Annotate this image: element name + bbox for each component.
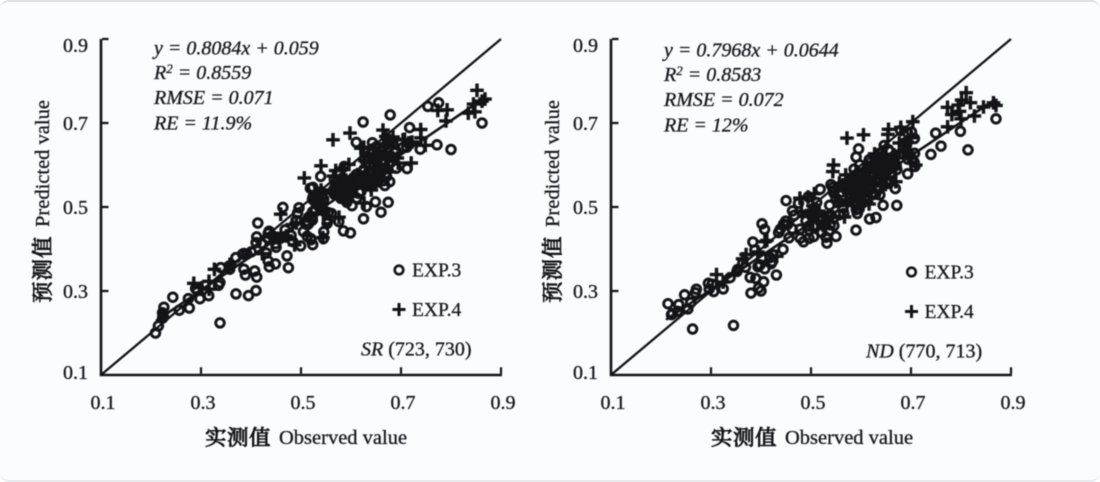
svg-text:0.7: 0.7 bbox=[901, 392, 926, 414]
svg-text:ND (770, 713): ND (770, 713) bbox=[865, 341, 982, 363]
svg-text:0.1: 0.1 bbox=[601, 392, 626, 414]
svg-text:0.7: 0.7 bbox=[63, 113, 88, 135]
svg-text:0.3: 0.3 bbox=[191, 392, 216, 414]
svg-text:0.9: 0.9 bbox=[63, 35, 88, 57]
svg-text:RE = 11.9%: RE = 11.9% bbox=[153, 113, 252, 135]
svg-text:EXP.3: EXP.3 bbox=[412, 261, 461, 282]
svg-text:RMSE = 0.071: RMSE = 0.071 bbox=[153, 87, 274, 109]
svg-text:y = 0.7968x + 0.0644: y = 0.7968x + 0.0644 bbox=[662, 40, 839, 62]
svg-text:R2 = 0.8559: R2 = 0.8559 bbox=[153, 61, 251, 84]
svg-text:0.9: 0.9 bbox=[491, 392, 516, 414]
svg-text:Observed value: Observed value bbox=[279, 427, 407, 449]
svg-text:EXP.4: EXP.4 bbox=[925, 302, 975, 323]
svg-text:0.1: 0.1 bbox=[573, 362, 598, 384]
svg-text:EXP.4: EXP.4 bbox=[412, 300, 462, 321]
svg-text:y = 0.8084x + 0.059: y = 0.8084x + 0.059 bbox=[152, 38, 319, 60]
svg-text:0.7: 0.7 bbox=[391, 392, 416, 414]
svg-text:0.5: 0.5 bbox=[291, 392, 316, 414]
svg-text:0.5: 0.5 bbox=[801, 392, 826, 414]
svg-text:RMSE = 0.072: RMSE = 0.072 bbox=[663, 89, 784, 111]
svg-text:0.5: 0.5 bbox=[63, 197, 88, 219]
svg-text:0.3: 0.3 bbox=[573, 281, 598, 303]
svg-text:0.1: 0.1 bbox=[63, 362, 88, 384]
svg-text:0.3: 0.3 bbox=[63, 281, 88, 303]
svg-text:0.3: 0.3 bbox=[701, 392, 726, 414]
svg-text:SR (723, 730): SR (723, 730) bbox=[361, 339, 472, 361]
svg-text:Observed value: Observed value bbox=[785, 427, 913, 449]
svg-text:0.7: 0.7 bbox=[573, 113, 598, 135]
svg-text:R2 = 0.8583: R2 = 0.8583 bbox=[663, 63, 761, 86]
svg-text:Predicted value: Predicted value bbox=[542, 100, 564, 227]
svg-text:0.1: 0.1 bbox=[91, 392, 116, 414]
svg-text:Predicted value: Predicted value bbox=[32, 100, 54, 227]
svg-text:RE = 12%: RE = 12% bbox=[663, 115, 749, 137]
svg-text:EXP.3: EXP.3 bbox=[925, 263, 974, 284]
svg-text:0.9: 0.9 bbox=[573, 35, 598, 57]
svg-text:0.5: 0.5 bbox=[573, 197, 598, 219]
svg-text:0.9: 0.9 bbox=[1001, 392, 1026, 414]
